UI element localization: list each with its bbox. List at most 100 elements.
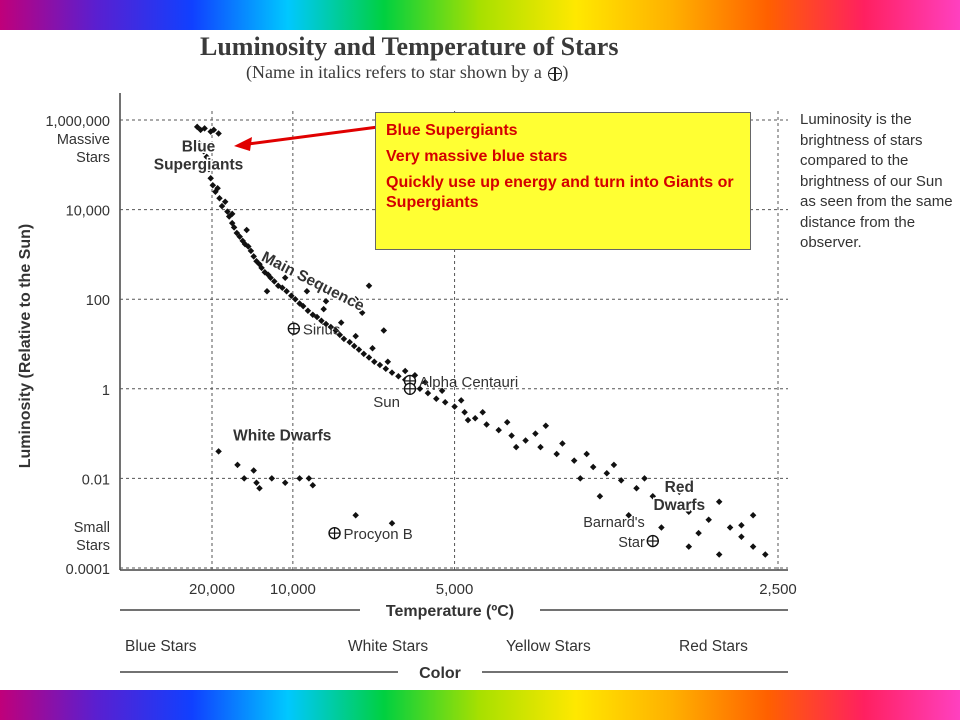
x-tick-label: 2,500	[759, 581, 797, 598]
callout-heading: Blue Supergiants	[386, 122, 518, 139]
star-point	[296, 475, 303, 482]
star-point	[247, 247, 255, 255]
star-point	[542, 422, 550, 429]
star-point	[234, 461, 241, 469]
star-point	[495, 426, 502, 434]
star-point	[522, 437, 529, 444]
circled-plus-icon	[548, 66, 563, 81]
y-tick-label: 1	[102, 383, 110, 399]
region-label: Blue	[182, 138, 216, 155]
star-point	[369, 345, 376, 352]
star-point	[215, 448, 222, 455]
star-point	[336, 331, 344, 339]
star-point	[271, 278, 278, 285]
star-point	[221, 198, 229, 205]
y-tick-label: 100	[86, 293, 110, 309]
star-point	[726, 524, 734, 531]
star-point	[245, 243, 252, 250]
star-point	[471, 415, 479, 422]
star-point	[382, 365, 390, 373]
star-point	[424, 389, 432, 397]
star-point	[376, 361, 384, 369]
chart-title: Luminosity and Temperature of Stars	[200, 32, 619, 61]
star-point	[203, 153, 210, 161]
y-tick-label: 1,000,000	[45, 114, 110, 130]
star-point	[268, 475, 276, 482]
star-point	[537, 443, 544, 451]
star-point	[207, 175, 214, 182]
star-point	[253, 479, 260, 486]
callout-arrow-head	[234, 137, 252, 151]
region-label: White Dwarfs	[233, 428, 331, 445]
star-point	[279, 284, 286, 292]
region-label: Dwarfs	[653, 497, 705, 514]
star-point	[553, 450, 560, 458]
star-point	[749, 512, 757, 519]
star-point	[224, 208, 231, 215]
star-point	[299, 302, 307, 310]
star-point	[236, 233, 243, 240]
named-star-label: Sirius	[303, 322, 341, 339]
star-point	[309, 482, 317, 489]
star-point	[457, 397, 465, 404]
star-point	[401, 367, 409, 375]
y-extra-label: Massive	[57, 132, 110, 148]
star-point	[715, 551, 723, 558]
rainbow-band-top	[0, 0, 960, 30]
star-point	[762, 551, 769, 558]
star-point	[715, 498, 723, 506]
star-point	[625, 512, 632, 519]
named-star-label: Alpha Centauri	[419, 374, 518, 391]
star-point	[218, 202, 226, 210]
callout-arrow-line	[247, 125, 379, 146]
star-point	[633, 485, 640, 492]
color-category-white: White Stars	[348, 638, 429, 655]
star-point	[352, 295, 359, 303]
star-point	[395, 373, 402, 380]
star-point	[421, 379, 429, 386]
star-point	[240, 475, 248, 482]
rainbow-band-bottom	[0, 690, 960, 720]
star-point	[288, 292, 295, 299]
star-point	[327, 323, 335, 331]
star-point	[380, 327, 388, 334]
star-point	[322, 297, 330, 305]
star-point	[258, 264, 265, 272]
star-point	[281, 274, 289, 282]
star-point	[464, 416, 472, 424]
region-label: Red	[665, 479, 694, 496]
star-point	[292, 295, 299, 303]
star-point	[281, 479, 289, 486]
color-category-red: Red Stars	[679, 638, 748, 655]
star-point	[320, 305, 327, 313]
blue-supergiants-callout: Blue Supergiants Very massive blue stars…	[375, 112, 751, 250]
star-point	[337, 319, 345, 326]
star-point	[200, 148, 207, 155]
region-label: Supergiants	[154, 156, 244, 173]
star-point	[658, 524, 665, 531]
star-point	[676, 488, 683, 496]
star-point	[250, 467, 257, 474]
star-point	[685, 508, 693, 516]
star-point	[243, 226, 250, 234]
star-point	[416, 385, 424, 393]
x-tick-label: 5,000	[436, 581, 474, 598]
y-extra-label: Stars	[76, 538, 110, 554]
star-point	[461, 408, 468, 416]
star-point	[705, 516, 712, 523]
star-point	[583, 450, 590, 458]
star-point	[483, 421, 490, 428]
star-point	[313, 313, 321, 321]
star-point	[318, 317, 325, 325]
named-star-label: Barnard's Star	[583, 515, 645, 551]
star-point	[559, 440, 566, 447]
star-point	[666, 502, 674, 509]
color-axis-title: Color	[419, 665, 461, 682]
star-point	[503, 418, 511, 426]
star-point	[603, 470, 611, 477]
star-point	[589, 463, 597, 471]
star-point	[610, 461, 618, 469]
star-point	[263, 288, 271, 295]
star-point	[215, 130, 222, 137]
star-point	[532, 430, 539, 437]
